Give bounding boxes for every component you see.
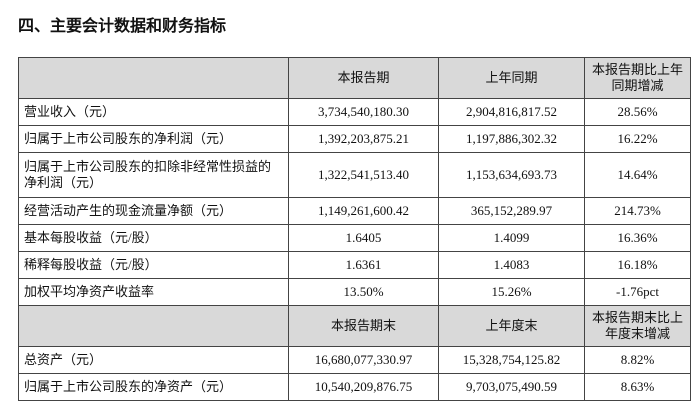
cell: 15,328,754,125.82	[438, 346, 585, 374]
header-cell: 上年度末	[438, 305, 585, 347]
data-row: 加权平均净资产收益率 13.50% 15.26% -1.76pct	[18, 278, 691, 306]
cell: 1,149,261,600.42	[288, 197, 439, 225]
row-label: 总资产（元）	[18, 346, 289, 374]
header-cell	[18, 305, 289, 347]
header-cell: 上年同期	[438, 57, 585, 99]
header-row: 本报告期末 上年度末 本报告期末比上年度末增减	[18, 305, 691, 347]
data-row: 归属于上市公司股东的净利润（元） 1,392,203,875.21 1,197,88…	[18, 125, 691, 153]
cell: 3,734,540,180.30	[288, 98, 439, 126]
cell: 13.50%	[288, 278, 439, 306]
data-row: 总资产（元） 16,680,077,330.97 15,328,754,125.82…	[18, 346, 691, 374]
cell: 9,703,075,490.59	[438, 373, 585, 401]
cell: 1.4083	[438, 251, 585, 279]
row-label: 归属于上市公司股东的扣除非经常性损益的净利润（元）	[18, 152, 289, 198]
cell: 16.36%	[584, 224, 691, 252]
cell: 8.63%	[584, 373, 691, 401]
header-cell: 本报告期	[288, 57, 439, 99]
row-label: 营业收入（元）	[18, 98, 289, 126]
cell: 10,540,209,876.75	[288, 373, 439, 401]
row-label: 稀释每股收益（元/股）	[18, 251, 289, 279]
data-row: 归属于上市公司股东的净资产（元） 10,540,209,876.75 9,703,0…	[18, 373, 691, 401]
table-body: 本报告期 上年同期 本报告期比上年同期增减 营业收入（元） 3,734,540,180.…	[18, 57, 691, 401]
row-label: 归属于上市公司股东的净利润（元）	[18, 125, 289, 153]
cell: 2,904,816,817.52	[438, 98, 585, 126]
data-row: 稀释每股收益（元/股） 1.6361 1.4083 16.18%	[18, 251, 691, 279]
cell: 1,392,203,875.21	[288, 125, 439, 153]
cell: 14.64%	[584, 152, 691, 198]
cell: 16,680,077,330.97	[288, 346, 439, 374]
header-cell: 本报告期末比上年度末增减	[584, 305, 691, 347]
header-cell: 本报告期末	[288, 305, 439, 347]
cell: 214.73%	[584, 197, 691, 225]
cell: 365,152,289.97	[438, 197, 585, 225]
data-row: 营业收入（元） 3,734,540,180.30 2,904,816,817.52 2…	[18, 98, 691, 126]
row-label: 归属于上市公司股东的净资产（元）	[18, 373, 289, 401]
cell: 1,197,886,302.32	[438, 125, 585, 153]
cell: 16.18%	[584, 251, 691, 279]
section-title: 四、主要会计数据和财务指标	[18, 16, 227, 35]
cell: 15.26%	[438, 278, 585, 306]
cell: -1.76pct	[584, 278, 691, 306]
data-row: 归属于上市公司股东的扣除非经常性损益的净利润（元） 1,322,541,513.4…	[18, 152, 691, 198]
cell: 1.6405	[288, 224, 439, 252]
data-row: 经营活动产生的现金流量净额（元） 1,149,261,600.42 365,152,…	[18, 197, 691, 225]
cell: 1.6361	[288, 251, 439, 279]
cell: 28.56%	[584, 98, 691, 126]
header-cell: 本报告期比上年同期增减	[584, 57, 691, 99]
cell: 1,153,634,693.73	[438, 152, 585, 198]
row-label: 加权平均净资产收益率	[18, 278, 289, 306]
row-label: 基本每股收益（元/股）	[18, 224, 289, 252]
header-cell	[18, 57, 289, 99]
financial-table: 本报告期 上年同期 本报告期比上年同期增减 营业收入（元） 3,734,540,180.…	[18, 57, 691, 401]
cell: 16.22%	[584, 125, 691, 153]
header-row: 本报告期 上年同期 本报告期比上年同期增减	[18, 57, 691, 99]
cell: 1.4099	[438, 224, 585, 252]
data-row: 基本每股收益（元/股） 1.6405 1.4099 16.36%	[18, 224, 691, 252]
row-label: 经营活动产生的现金流量净额（元）	[18, 197, 289, 225]
cell: 8.82%	[584, 346, 691, 374]
cell: 1,322,541,513.40	[288, 152, 439, 198]
